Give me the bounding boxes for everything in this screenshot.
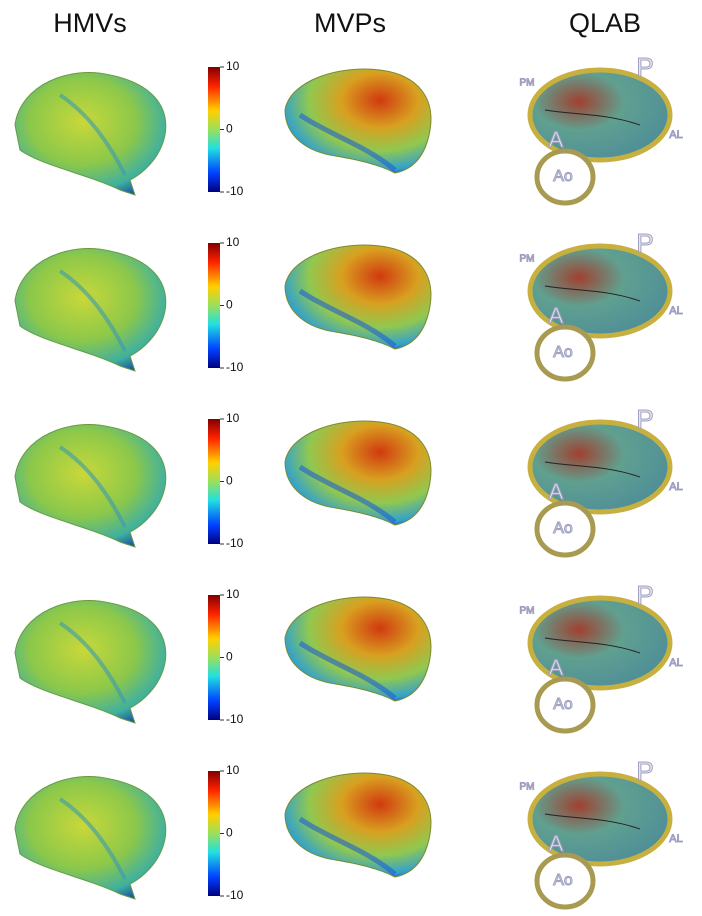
- colorbar: [208, 595, 220, 720]
- qlab-label: PM: [520, 782, 535, 793]
- qlab-label: Ao: [553, 520, 573, 537]
- colorbar-tick-label: 10: [226, 587, 240, 601]
- colorbar: [208, 243, 220, 368]
- qlab-label: Ao: [553, 344, 573, 361]
- row: 10 0 -10 P AL A Ao: [15, 404, 683, 555]
- colorbar-tick-label: 10: [226, 411, 240, 425]
- qlab-label: Ao: [553, 168, 573, 185]
- column-header: QLAB: [569, 8, 641, 38]
- qlab-label: Ao: [553, 872, 573, 889]
- colorbar: [208, 419, 220, 544]
- qlab-label: AL: [669, 833, 682, 845]
- hmv-render: [15, 424, 166, 547]
- qlab-label: P: [636, 580, 653, 610]
- colorbar-tick-label: 0: [226, 826, 233, 840]
- colorbar-tick-label: -10: [226, 712, 244, 726]
- qlab-label: AL: [669, 657, 682, 669]
- qlab-label: AL: [669, 305, 682, 317]
- row: 10 0 -10 P PM AL A Ao: [15, 52, 683, 203]
- qlab-label: P: [636, 228, 653, 258]
- colorbar-tick-label: -10: [226, 184, 244, 198]
- colorbar-tick-label: -10: [226, 536, 244, 550]
- column-header: MVPs: [314, 8, 386, 38]
- colorbar-tick-label: 0: [226, 122, 233, 136]
- colorbar: [208, 771, 220, 896]
- hmv-render: [15, 248, 166, 371]
- colorbar-tick-label: -10: [226, 360, 244, 374]
- hmv-render: [15, 776, 166, 899]
- hmv-render: [15, 72, 166, 195]
- colorbar: [208, 67, 220, 192]
- qlab-label: PM: [520, 78, 535, 89]
- qlab-label: A: [549, 479, 564, 504]
- qlab-label: P: [636, 52, 653, 82]
- row: 10 0 -10 P PM AL A Ao: [15, 228, 683, 379]
- qlab-label: P: [636, 756, 653, 786]
- colorbar-tick-label: 10: [226, 235, 240, 249]
- qlab-label: A: [549, 127, 564, 152]
- colorbar-tick-label: 10: [226, 763, 240, 777]
- colorbar-tick-label: 0: [226, 474, 233, 488]
- qlab-label: Ao: [553, 696, 573, 713]
- qlab-label: A: [549, 303, 564, 328]
- colorbar-tick-label: 10: [226, 59, 240, 73]
- column-header: HMVs: [53, 8, 127, 38]
- qlab-label: AL: [669, 129, 682, 141]
- column-headers: HMVs MVPs QLAB: [53, 8, 641, 38]
- qlab-label: PM: [520, 254, 535, 265]
- qlab-label: A: [549, 655, 564, 680]
- qlab-label: A: [549, 831, 564, 856]
- figure: HMVs MVPs QLAB 10 0 -10 P PM AL A Ao 10 0 -10 P PM AL…: [0, 0, 702, 916]
- colorbar-tick-label: 0: [226, 650, 233, 664]
- colorbar-tick-label: -10: [226, 888, 244, 902]
- row: 10 0 -10 P PM AL A Ao: [15, 580, 683, 731]
- qlab-label: P: [636, 404, 653, 434]
- qlab-label: PM: [520, 606, 535, 617]
- colorbar-tick-label: 0: [226, 298, 233, 312]
- row: 10 0 -10 P PM AL A Ao: [15, 756, 683, 907]
- qlab-label: AL: [669, 481, 682, 493]
- hmv-render: [15, 600, 166, 723]
